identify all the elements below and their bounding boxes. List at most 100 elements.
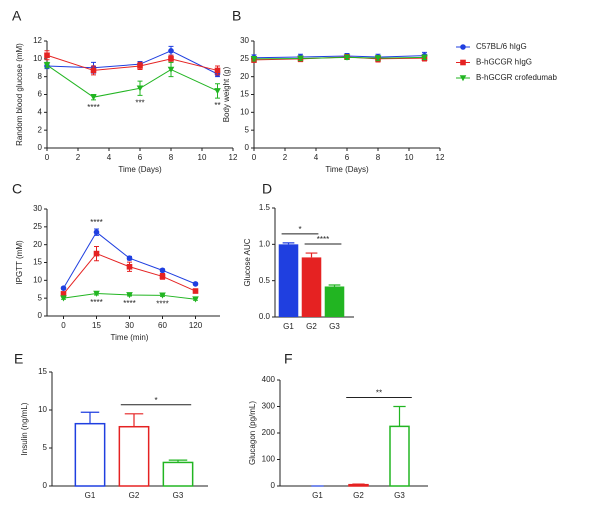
error-bar <box>80 411 100 424</box>
y-tick-label: 0.5 <box>259 276 271 285</box>
marker <box>159 292 166 299</box>
marker <box>297 55 304 62</box>
y-tick-label: 200 <box>262 428 276 437</box>
x-tick-label: G1 <box>85 491 96 500</box>
bar <box>301 257 322 317</box>
marker <box>43 62 51 69</box>
y-tick-label: 10 <box>240 107 249 116</box>
bar <box>118 425 150 487</box>
bar <box>162 461 194 487</box>
x-tick-label: G2 <box>353 491 364 500</box>
y-tick-label: 30 <box>33 204 42 213</box>
marker <box>159 267 166 274</box>
marker <box>136 85 144 92</box>
marker <box>60 295 67 302</box>
marker <box>192 288 199 294</box>
panel-letter: E <box>14 351 23 367</box>
x-tick-label: G1 <box>312 491 323 500</box>
panel-letter: C <box>12 181 22 197</box>
marker <box>421 54 428 61</box>
marker <box>192 281 199 287</box>
x-tick-label: 8 <box>169 153 174 162</box>
y-tick-label: 5 <box>38 293 43 302</box>
y-tick-label: 4 <box>38 107 43 116</box>
y-tick-label: 0 <box>271 481 276 490</box>
panel-letter: F <box>284 351 293 367</box>
significance-label: ** <box>214 101 220 110</box>
x-tick-label: 6 <box>138 153 143 162</box>
error-bar <box>124 413 144 427</box>
y-tick-label: 6 <box>38 90 43 99</box>
error-bar <box>305 252 318 258</box>
x-tick-label: 12 <box>229 153 238 162</box>
bar <box>348 483 369 487</box>
x-tick-label: G1 <box>283 322 294 331</box>
marker <box>214 67 221 74</box>
y-axis-label: Glucose AUC <box>243 238 252 286</box>
marker <box>126 292 133 299</box>
y-axis-label: IPGTT (mM) <box>15 240 24 285</box>
panel-letter: A <box>12 8 22 24</box>
significance-label: * <box>298 225 301 234</box>
x-tick-label: G2 <box>306 322 317 331</box>
marker <box>60 291 67 297</box>
x-tick-label: G2 <box>129 491 140 500</box>
series-line <box>46 54 218 71</box>
x-tick-label: 0 <box>252 153 257 162</box>
marker <box>137 63 143 69</box>
y-tick-label: 20 <box>33 240 42 249</box>
legend-label: B-hGCGR crofedumab <box>476 73 557 82</box>
marker <box>126 263 133 270</box>
y-tick-label: 25 <box>240 54 249 63</box>
marker <box>459 75 467 82</box>
x-axis-label: Time (min) <box>111 333 149 342</box>
marker <box>214 88 221 95</box>
y-tick-label: 12 <box>33 36 42 45</box>
y-tick-label: 5 <box>245 125 250 134</box>
bar <box>278 244 299 317</box>
marker <box>60 285 67 291</box>
bar <box>324 286 345 317</box>
y-tick-label: 15 <box>33 258 42 267</box>
marker <box>93 229 100 235</box>
y-tick-label: 0.0 <box>259 312 271 321</box>
marker <box>374 55 382 62</box>
y-tick-label: 0 <box>245 143 250 152</box>
legend-label: C57BL/6 hIgG <box>476 42 527 51</box>
marker <box>168 48 174 54</box>
bar <box>389 425 410 487</box>
x-tick-label: 0 <box>61 321 66 330</box>
panel-letter: D <box>262 181 272 197</box>
y-tick-label: 0 <box>38 311 43 320</box>
error-bar <box>282 242 295 245</box>
x-tick-label: 2 <box>76 153 81 162</box>
significance-label: **** <box>90 218 102 227</box>
marker <box>167 66 175 73</box>
series-line <box>46 64 218 98</box>
marker <box>93 250 100 257</box>
y-tick-label: 20 <box>240 72 249 81</box>
panel-letter: B <box>232 8 241 24</box>
y-axis-label: Insulin (ng/mL) <box>20 402 29 455</box>
x-tick-label: G3 <box>394 491 405 500</box>
x-tick-label: 8 <box>376 153 381 162</box>
marker <box>192 296 199 303</box>
bar <box>74 422 106 487</box>
y-tick-label: 0 <box>38 143 43 152</box>
series-line <box>46 50 218 75</box>
y-tick-label: 15 <box>240 90 249 99</box>
error-bar <box>393 405 406 427</box>
marker <box>460 59 466 66</box>
error-bar <box>168 459 188 463</box>
x-axis-label: Time (Days) <box>118 165 162 174</box>
y-tick-label: 30 <box>240 36 249 45</box>
y-tick-label: 0 <box>43 481 48 490</box>
y-tick-label: 10 <box>38 405 47 414</box>
y-axis-label: Body weight (g) <box>222 66 231 122</box>
marker <box>159 273 166 280</box>
legend-label: B-hGCGR hIgG <box>476 58 532 67</box>
significance-label: * <box>154 396 157 405</box>
x-tick-label: 0 <box>45 153 50 162</box>
x-tick-label: 2 <box>283 153 288 162</box>
